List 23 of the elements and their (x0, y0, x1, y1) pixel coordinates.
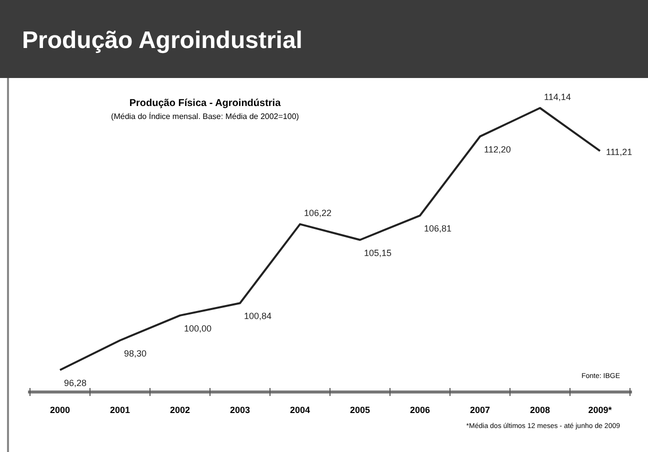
x-tick-label: 2007 (470, 405, 490, 415)
x-tick-label: 2006 (410, 405, 430, 415)
x-tick-label: 2004 (290, 405, 310, 415)
data-label: 105,15 (364, 248, 392, 258)
annotation: (Média do Índice mensal. Base: Média de 2002=100) (111, 112, 300, 121)
data-label: 111,21 (606, 146, 632, 157)
x-tick-label: 2000 (50, 405, 70, 415)
x-tick-label: 2005 (350, 405, 370, 415)
data-label: 100,84 (244, 311, 272, 322)
x-tick-label: 2002 (170, 405, 190, 415)
chart-title: Produção Agroindustrial (22, 27, 302, 54)
data-label: 114,14 (544, 92, 571, 102)
data-label: 106,22 (304, 208, 332, 218)
data-label: 112,20 (484, 144, 511, 154)
x-tick-label: 2001 (110, 405, 130, 415)
data-label: 98,30 (124, 348, 147, 358)
chart-subtitle: Produção Física - Agroindústria (129, 98, 282, 109)
x-tick-label: 2003 (230, 405, 250, 415)
data-label: 100,00 (184, 323, 212, 334)
x-tick-label: 2008 (530, 405, 550, 415)
data-label: 106,81 (424, 224, 452, 234)
x-tick-label: 2009* (588, 405, 612, 415)
data-label: 96,28 (64, 378, 87, 388)
